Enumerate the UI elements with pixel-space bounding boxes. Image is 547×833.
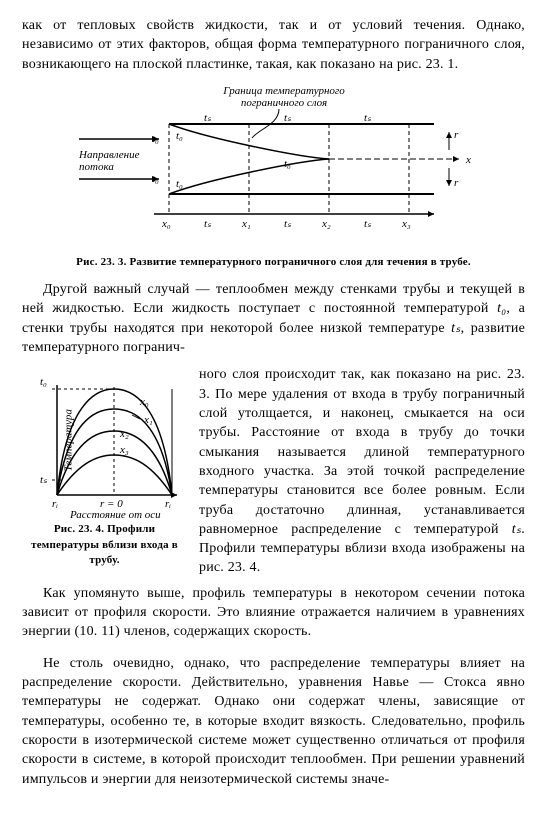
fig233-r-up-arrow [446,132,452,138]
figure-23-3-caption: Рис. 23. 3. Развитие температурного погр… [22,255,525,270]
figure-23-3-svg: Граница температурного пограничного слоя… [54,84,494,249]
fig233-ts-6: tₛ [364,218,372,230]
col-text-3: Как упомянуто выше, профиль температуры … [22,584,525,642]
para-3: Не столь очевидно, однако, что распредел… [22,654,525,789]
col-text-ts: tₛ [512,522,522,537]
fig234-ylabel: Температура [62,409,74,472]
fig234-lx2: x₂ [119,428,129,440]
fig233-r-up: r [454,129,459,141]
para-2: Другой важный случай — теплообмен между … [22,280,525,357]
para-2-ts: tₛ [451,321,461,336]
fig233-x1: x₁ [241,218,251,230]
fig233-x-arrowhead [453,156,459,162]
para-2a: Другой важный случай — теплообмен между … [22,282,525,316]
figure-23-4-caption: Рис. 23. 4. Профили температуры вблизи в… [22,522,187,568]
fig233-t0-a: t₀ [152,133,159,145]
fig234-lx0: x₀ [139,396,149,408]
col-text-1: ного слоя происходит так, как показано н… [199,367,525,537]
fig233-ts-1: tₛ [204,112,212,124]
figure-23-3: Граница температурного пограничного слоя… [22,84,525,249]
fig233-xaxis-arrow [428,211,434,217]
fig234-t0: t₀ [40,376,47,388]
fig234-ts: tₛ [40,474,48,486]
fig233-r-dn: r [454,177,459,189]
fig233-r-dn-arrow [446,180,452,186]
fig233-ts-2: tₛ [284,112,292,124]
fig233-x2: x₂ [321,218,331,230]
fig234-xlabel: Расстояние от оси [69,509,161,520]
fig233-t0-e: t₀ [284,158,291,170]
fig233-t0-b: t₀ [152,173,159,185]
fig233-top-label-2: пограничного слоя [240,97,326,109]
fig233-x0: x₀ [161,218,171,230]
fig233-top-label-1: Граница температурного [222,85,345,97]
figure-23-4-svg: t₀ tₛ x₀ x₁ x₂ x₃ rᵢ r = 0 rᵢ Температур… [22,365,187,520]
para-1: как от тепловых свойств жидкости, так и … [22,16,525,74]
fig234-ri-l: rᵢ [52,498,58,510]
fig233-t0-d: t₀ [176,178,183,190]
figure-23-4: t₀ tₛ x₀ x₁ x₂ x₃ rᵢ r = 0 rᵢ Температур… [22,365,187,578]
para-2-t0: t₀ [497,301,506,316]
fig233-x3: x₃ [401,218,411,230]
fig233-flow-label-1: Направление [78,149,140,161]
fig234-ri-r: rᵢ [165,498,171,510]
fig233-ts-3: tₛ [364,112,372,124]
fig233-x-label: x [465,154,471,166]
fig233-flow-label-2: потока [79,161,114,173]
fig234-lx3: x₃ [119,444,129,456]
fig234-lx1: x₁ [143,414,153,426]
two-column: t₀ tₛ x₀ x₁ x₂ x₃ rᵢ r = 0 rᵢ Температур… [22,365,525,649]
fig233-t0-c: t₀ [176,130,183,142]
fig233-ts-5: tₛ [284,218,292,230]
fig233-ts-4: tₛ [204,218,212,230]
